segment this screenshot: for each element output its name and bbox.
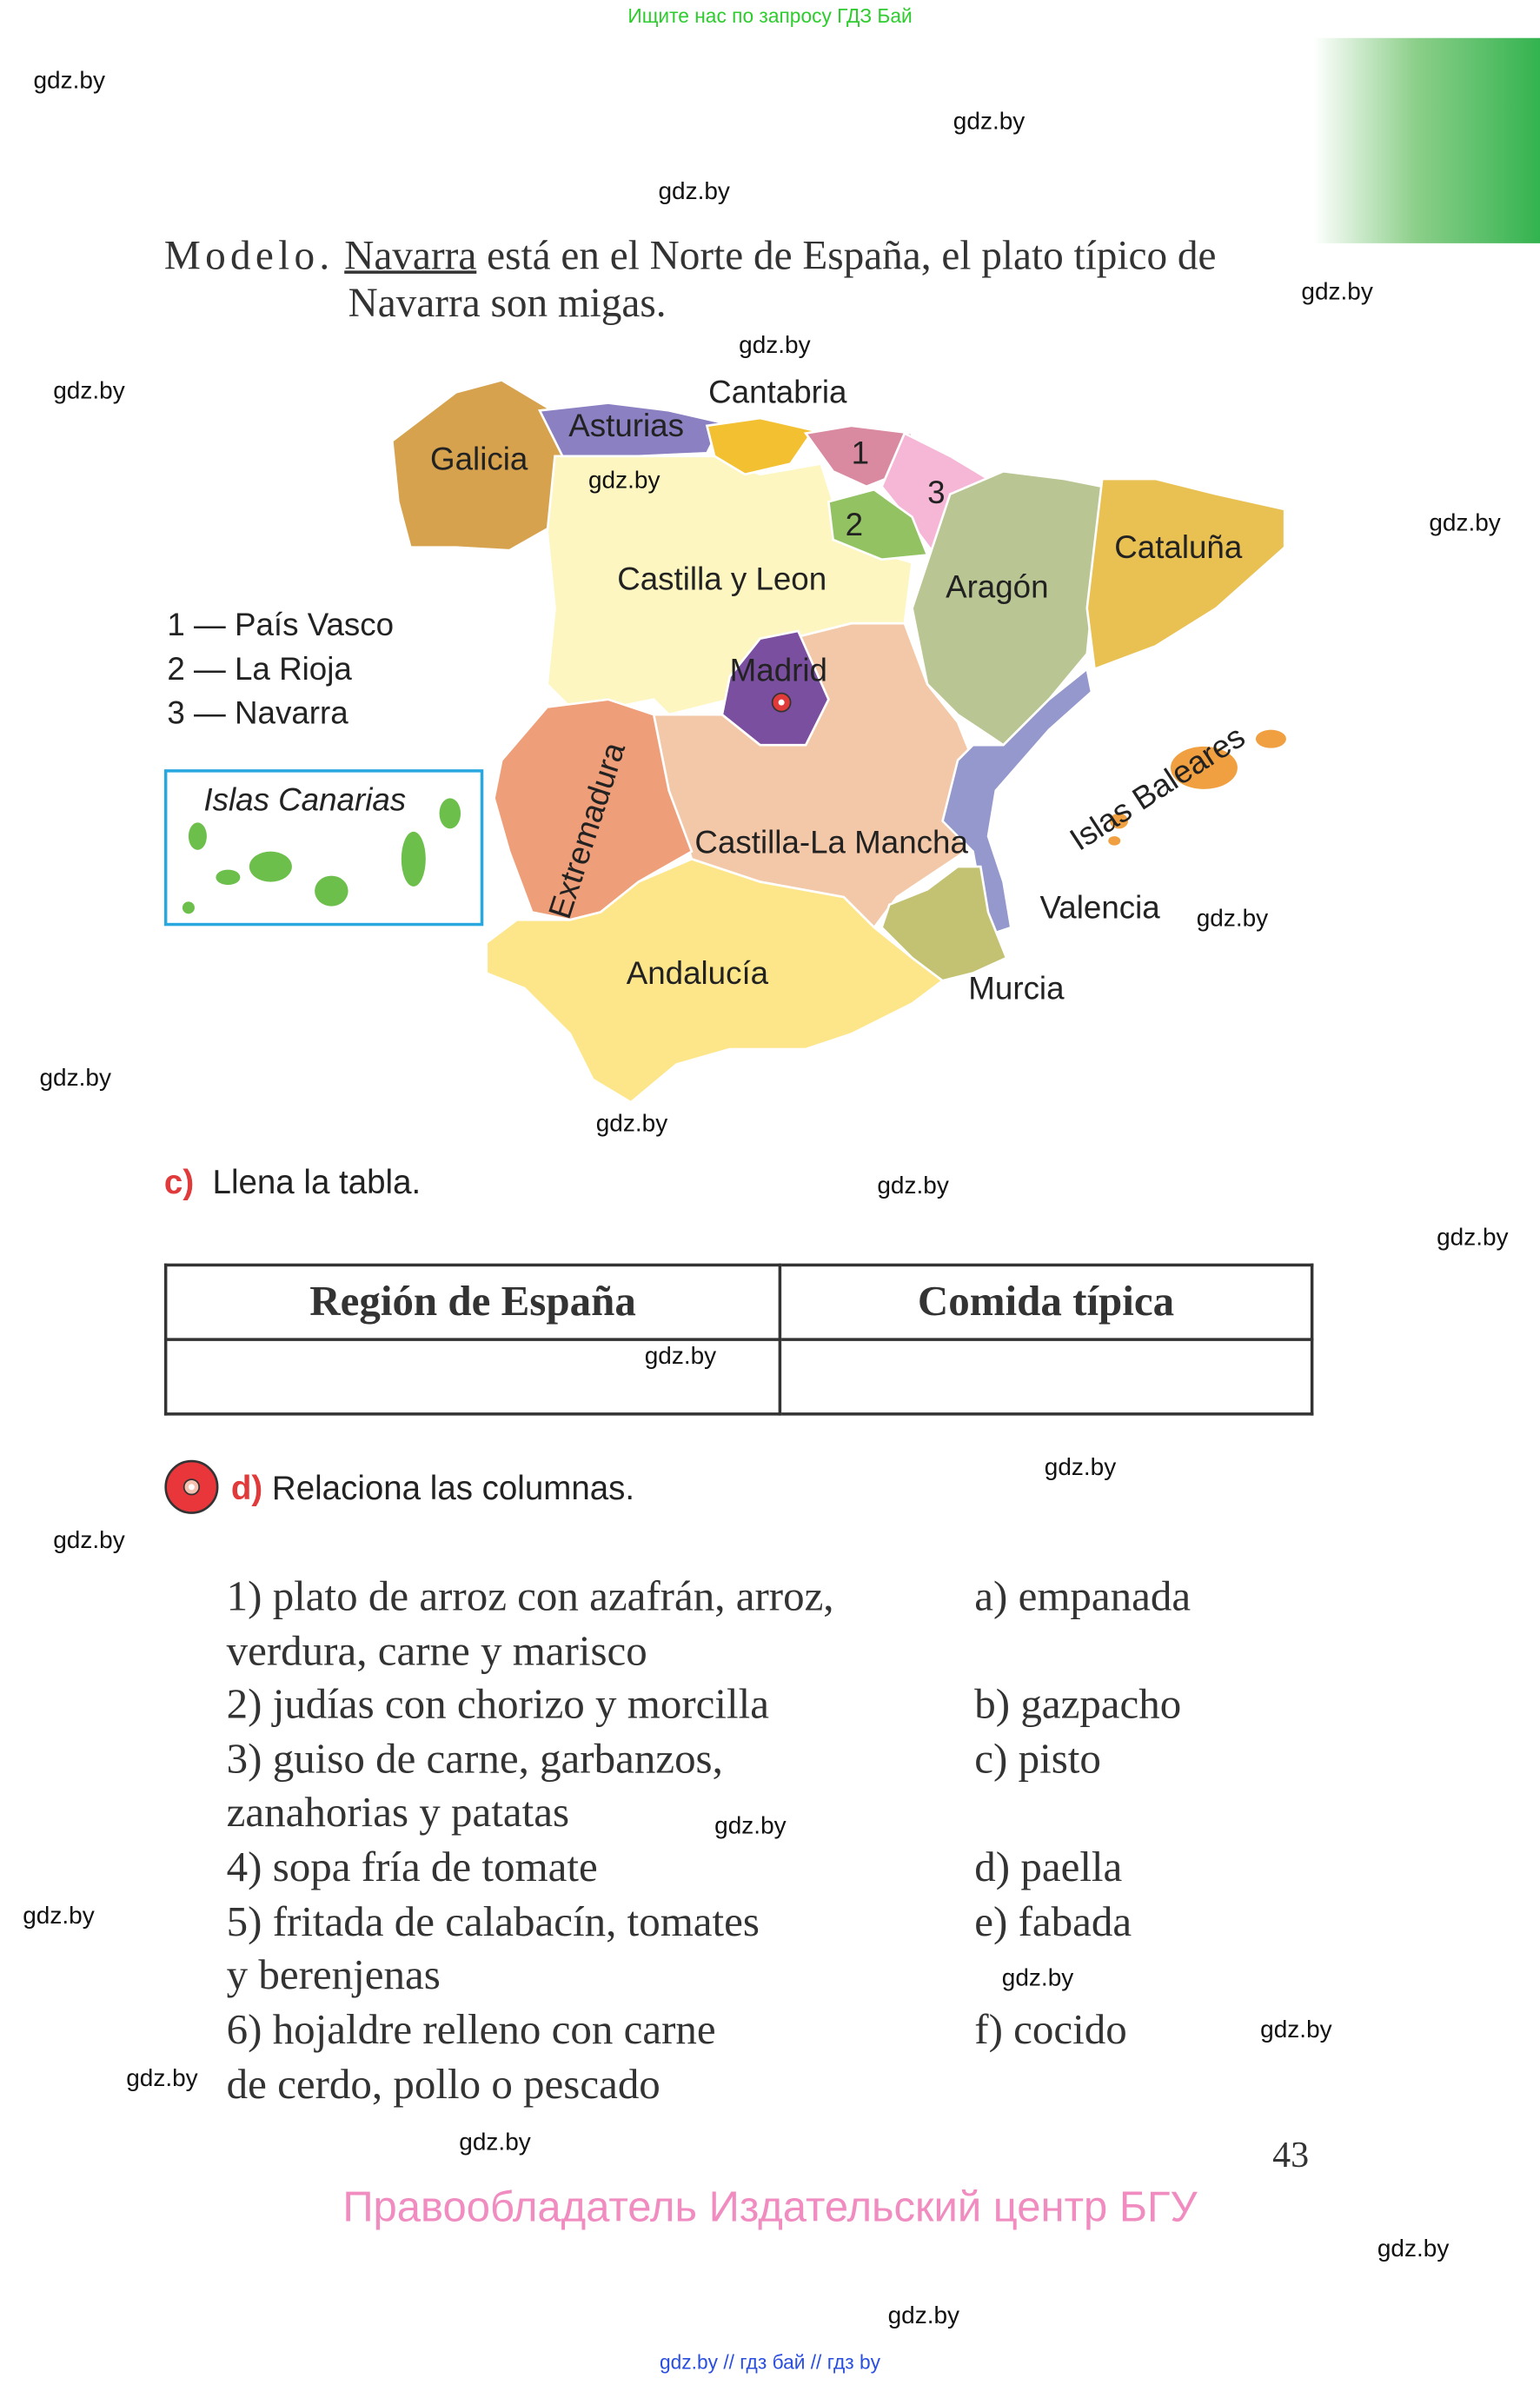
map-label: Cataluña bbox=[1114, 530, 1243, 566]
legend-1: 1 — País Vasco bbox=[167, 608, 395, 643]
left-column-item: 1) plato de arroz con azafrán, arroz, bbox=[226, 1573, 834, 1621]
map-label: 2 bbox=[845, 508, 864, 543]
header-food: Comida típica bbox=[778, 1263, 1314, 1341]
watermark-text: gdz.by bbox=[23, 1903, 95, 1930]
watermark-text: gdz.by bbox=[587, 468, 660, 495]
legend-2: 2 — La Rioja bbox=[167, 652, 352, 688]
left-column-item: 3) guiso de carne, garbanzos, bbox=[226, 1736, 723, 1784]
model-text: está en el Norte de España, el plato típ… bbox=[476, 232, 1217, 279]
watermark-text: gdz.by bbox=[877, 1173, 949, 1200]
region-murcia bbox=[880, 865, 1008, 982]
task-d-text: Relaciona las columnas. bbox=[271, 1468, 635, 1507]
map-label: Madrid bbox=[729, 654, 827, 689]
left-column-item: verdura, carne y marisco bbox=[226, 1628, 647, 1676]
right-column-item: e) fabada bbox=[974, 1898, 1132, 1947]
left-column-item: 4) sopa fría de tomate bbox=[226, 1844, 598, 1892]
watermark-text: gdz.by bbox=[1377, 2236, 1450, 2262]
watermark-text: gdz.by bbox=[53, 1528, 125, 1554]
watermark-text: gdz.by bbox=[1301, 279, 1373, 306]
watermark-text: gdz.by bbox=[1429, 510, 1501, 537]
right-column-item: f) cocido bbox=[974, 2007, 1127, 2055]
model-line2: Navarra son migas. bbox=[348, 279, 667, 326]
model-region: Navarra bbox=[344, 232, 477, 279]
watermark-text: gdz.by bbox=[53, 378, 125, 405]
watermark-text: gdz.by bbox=[1044, 1455, 1117, 1481]
right-column-item: b) gazpacho bbox=[974, 1681, 1182, 1729]
left-column-item: de cerdo, pollo o pescado bbox=[226, 2062, 660, 2109]
search-banner[interactable]: Ищите нас по запросу ГДЗ Бай bbox=[627, 4, 913, 28]
region-cantabria bbox=[705, 416, 816, 476]
page-number: 43 bbox=[1272, 2136, 1310, 2176]
left-column-item: 6) hojaldre relleno con carne bbox=[226, 2007, 716, 2055]
canarias-islands bbox=[182, 798, 461, 914]
map-label: Cantabria bbox=[708, 375, 847, 411]
map-label: 1 bbox=[851, 436, 870, 472]
corner-gradient bbox=[1313, 37, 1540, 243]
legend-3: 3 — Navarra bbox=[167, 696, 348, 732]
map-label: Castilla-La Mancha bbox=[694, 825, 968, 861]
publisher-notice: Правообладатель Издательский центр БГУ bbox=[342, 2182, 1198, 2231]
left-column-item: y berenjenas bbox=[226, 1952, 441, 2000]
watermark-text: gdz.by bbox=[887, 2303, 960, 2329]
right-column-item: d) paella bbox=[974, 1844, 1123, 1892]
task-c: c) Llena la tabla. bbox=[164, 1163, 421, 1202]
region-andalucia bbox=[485, 857, 945, 1104]
cell-region[interactable] bbox=[163, 1338, 782, 1416]
watermark-text: gdz.by bbox=[33, 68, 105, 95]
food-table: Región de España Comida típica bbox=[163, 1263, 1314, 1416]
left-column-item: zanahorias y patatas bbox=[226, 1789, 570, 1837]
map-label: Asturias bbox=[568, 409, 684, 444]
watermark-text: gdz.by bbox=[658, 179, 730, 206]
watermark-text: gdz.by bbox=[644, 1344, 717, 1371]
watermark-text: gdz.by bbox=[739, 333, 811, 359]
left-column-item: 2) judías con chorizo y morcilla bbox=[226, 1681, 769, 1729]
map-label: Andalucía bbox=[626, 956, 769, 992]
task-d: d) Relaciona las columnas. bbox=[231, 1469, 634, 1508]
map-label: Castilla y Leon bbox=[617, 562, 827, 598]
audio-disc-icon[interactable] bbox=[163, 1458, 223, 1519]
watermark-text: gdz.by bbox=[126, 2066, 198, 2093]
watermark-text: gdz.by bbox=[459, 2129, 531, 2156]
spain-map bbox=[163, 378, 1286, 1104]
model-label: Modelo. bbox=[163, 232, 335, 279]
left-column-item: 5) fritada de calabacín, tomates bbox=[226, 1898, 760, 1947]
watermark-text: gdz.by bbox=[1437, 1225, 1509, 1252]
task-c-text: Llena la tabla. bbox=[212, 1163, 422, 1201]
footer-links[interactable]: gdz.by // гдз бай // гдз by bbox=[660, 2350, 881, 2374]
canarias-label: Islas Canarias bbox=[203, 782, 407, 819]
task-d-letter: d) bbox=[230, 1468, 263, 1507]
watermark-text: gdz.by bbox=[39, 1066, 111, 1092]
watermark-text: gdz.by bbox=[1001, 1965, 1074, 1992]
region-cataluna bbox=[1085, 477, 1286, 671]
watermark-text: gdz.by bbox=[714, 1813, 787, 1840]
map-label: Aragón bbox=[946, 569, 1049, 606]
map-label: Murcia bbox=[968, 971, 1065, 1007]
map-label: Valencia bbox=[1039, 891, 1160, 927]
baleares-islands bbox=[1108, 729, 1286, 846]
task-c-letter: c) bbox=[163, 1163, 195, 1201]
watermark-text: gdz.by bbox=[953, 109, 1026, 136]
canarias-box bbox=[163, 769, 484, 927]
map-label: Galicia bbox=[430, 442, 528, 478]
watermark-text: gdz.by bbox=[1260, 2017, 1332, 2044]
header-region: Región de España bbox=[163, 1263, 782, 1341]
right-column-item: a) empanada bbox=[974, 1573, 1192, 1621]
cell-food[interactable] bbox=[778, 1338, 1314, 1416]
map-label: 3 bbox=[927, 475, 946, 511]
region-madrid bbox=[720, 629, 830, 747]
region-la-rioja bbox=[826, 488, 929, 561]
right-column-item: c) pisto bbox=[974, 1736, 1101, 1784]
watermark-text: gdz.by bbox=[595, 1111, 668, 1138]
watermark-text: gdz.by bbox=[1196, 906, 1269, 933]
model-sentence: Modelo. Navarra está en el Norte de Espa… bbox=[164, 233, 1217, 327]
